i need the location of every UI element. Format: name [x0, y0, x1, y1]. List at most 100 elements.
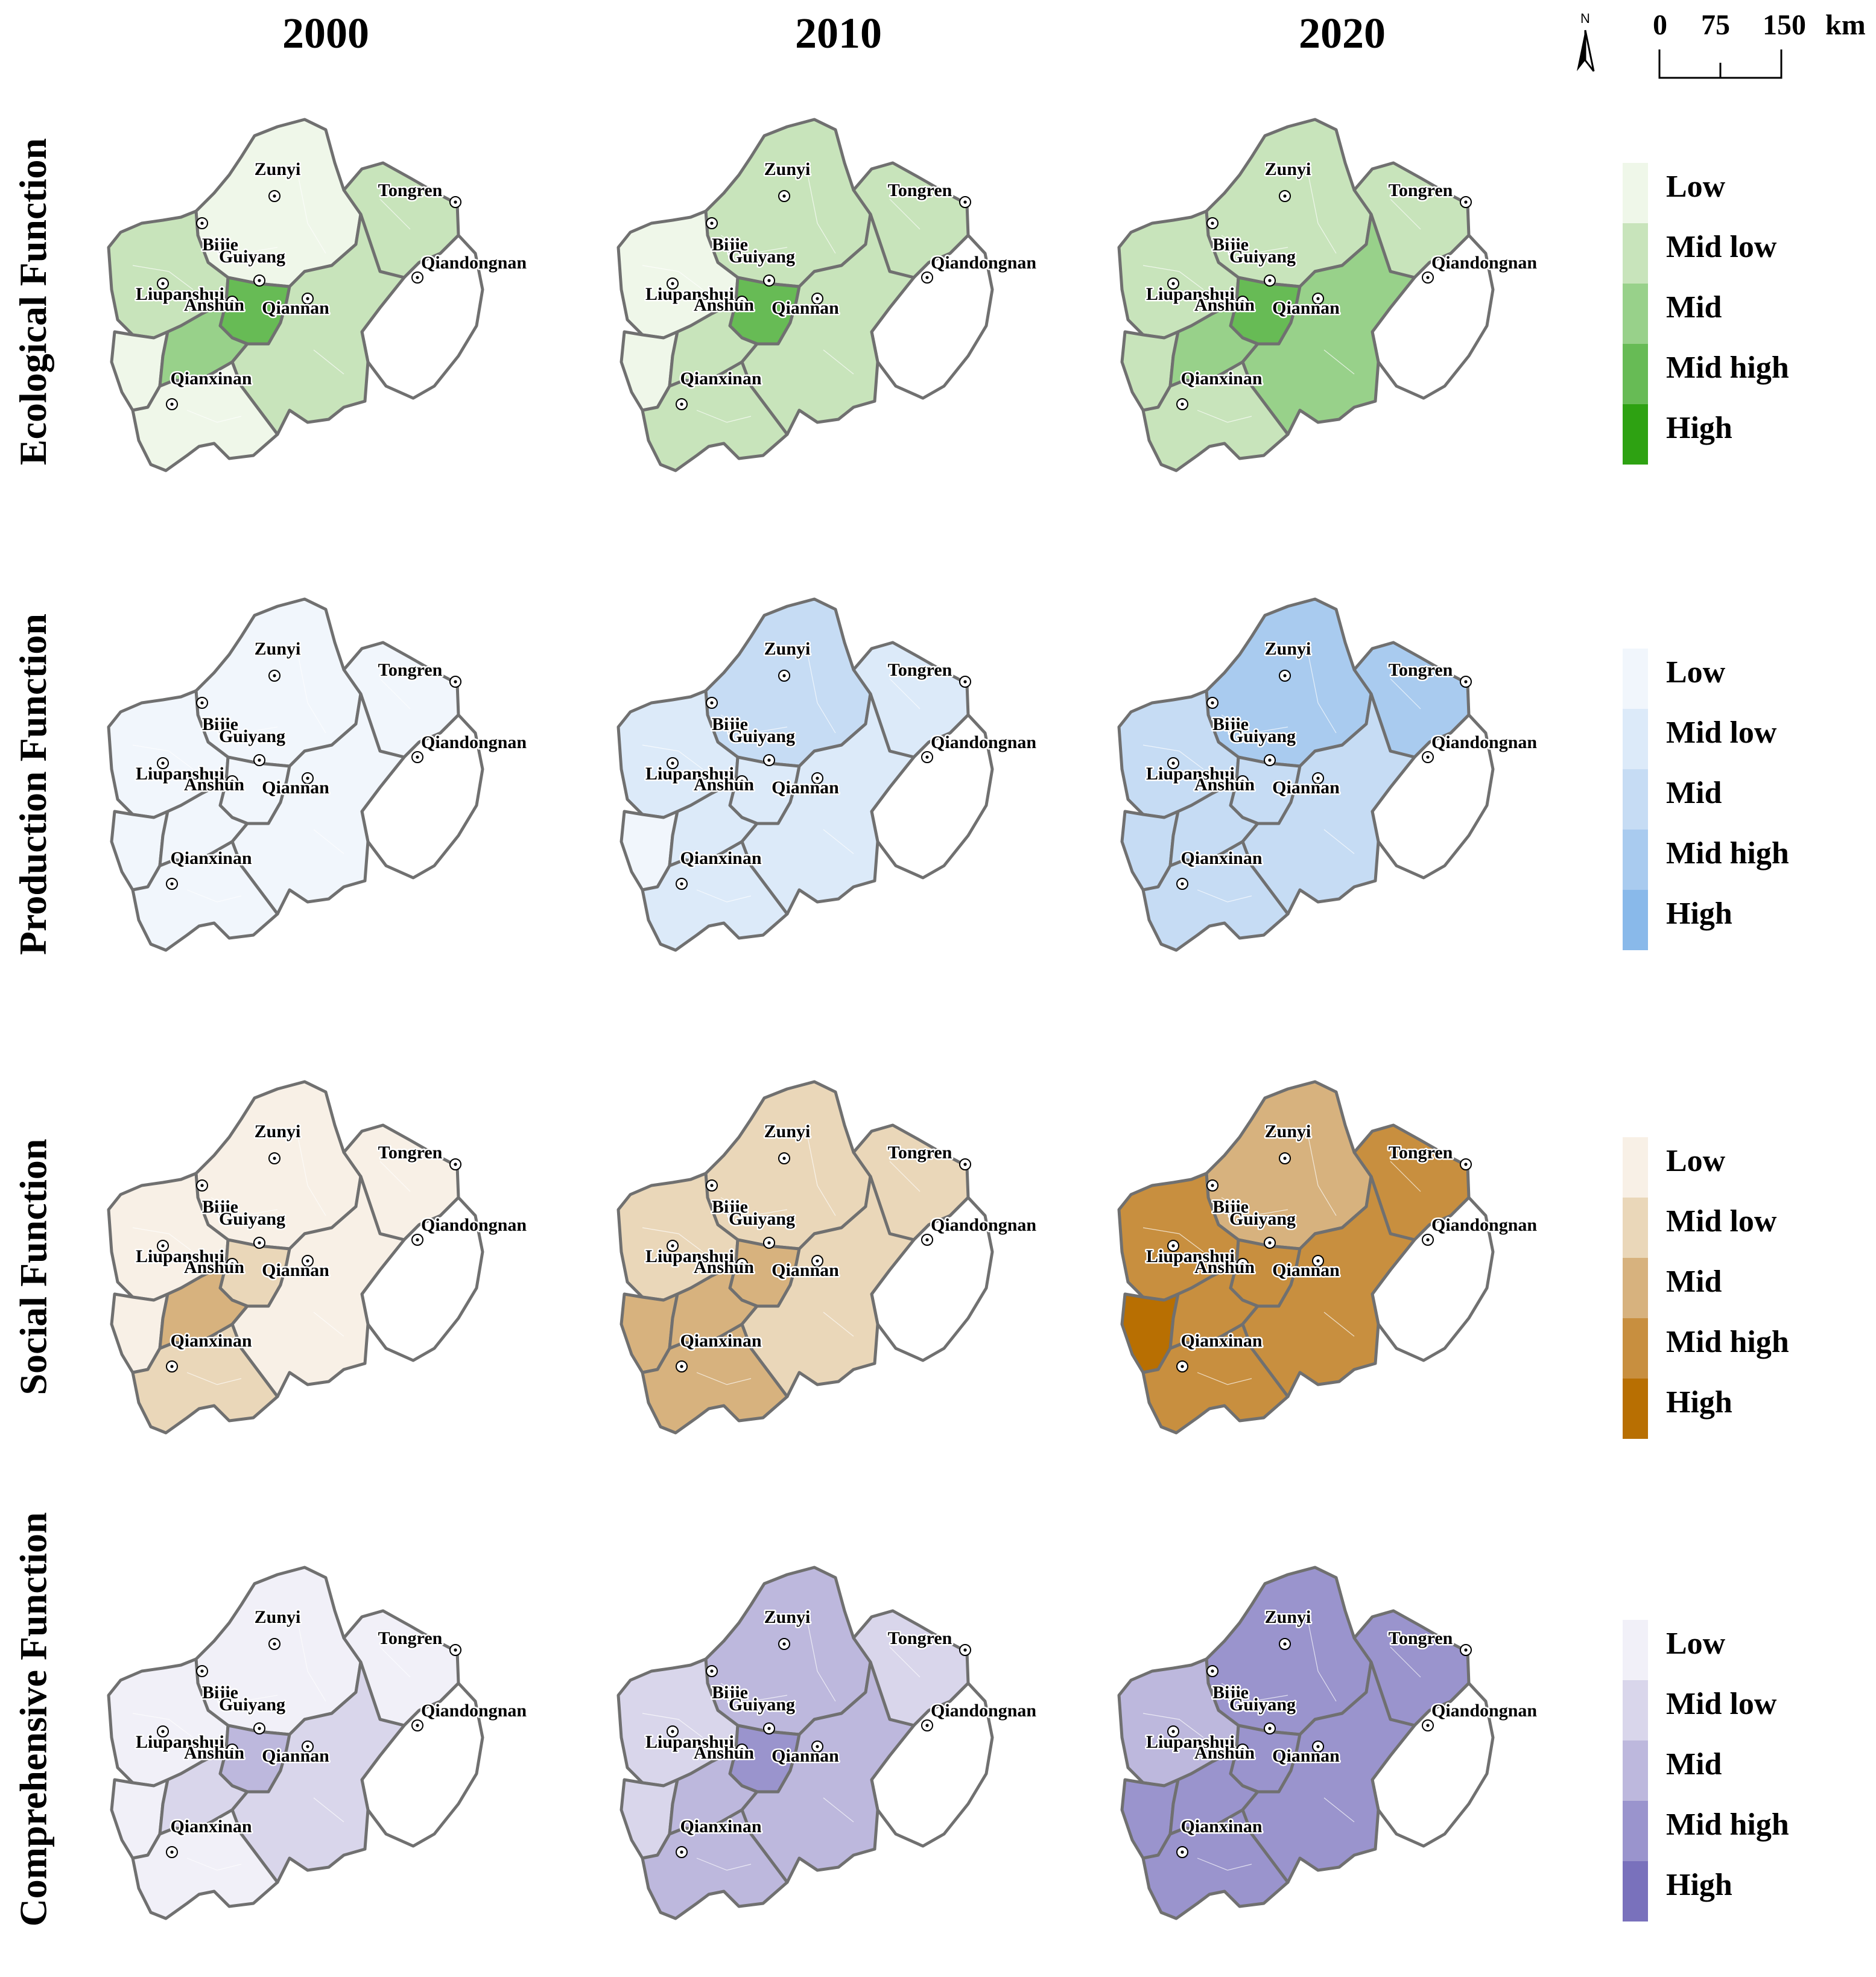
city-label: Tongren: [1389, 1628, 1453, 1648]
city-label: Guiyang: [1229, 247, 1296, 267]
legend-swatch: [1623, 1801, 1648, 1861]
city-label: Qianxinan: [1180, 1817, 1262, 1836]
city-label: Liupanshui: [136, 1732, 224, 1752]
legend-label: Mid high: [1666, 1807, 1789, 1842]
city-label: Tongren: [888, 180, 952, 200]
city-label: Guiyang: [729, 726, 795, 746]
city-label: Tongren: [378, 660, 443, 680]
city-label: Bijie: [712, 1197, 748, 1217]
city-label: Bijie: [712, 714, 748, 734]
city-label: Qiandongnan: [931, 253, 1036, 273]
city-label: Zunyi: [1265, 639, 1311, 659]
legend-swatch: [1623, 404, 1648, 465]
city-label: Zunyi: [764, 1607, 811, 1627]
legend-label: Mid: [1666, 1747, 1722, 1782]
legend-label: Mid high: [1666, 836, 1789, 871]
city-label: Qiandongnan: [1431, 732, 1537, 752]
region-qianxinan: [1141, 1808, 1290, 1920]
city-label: Tongren: [888, 1143, 952, 1163]
map-prod-2000: Zunyi Tongren Bijie Guiyang Qiandongnan Liupa…: [54, 552, 537, 962]
city-label: Qianxinan: [680, 369, 761, 389]
city-label: Anshun: [184, 1743, 244, 1763]
region-qianxinan: [131, 360, 279, 472]
year-title: 2020: [1299, 9, 1386, 57]
city-label: Liupanshui: [645, 1732, 734, 1752]
city-label: Liupanshui: [136, 1246, 224, 1266]
city-label: Guiyang: [729, 247, 795, 267]
city-label: Liupanshui: [1146, 284, 1235, 304]
city-label: Anshun: [1194, 775, 1255, 795]
legend-label: Low: [1666, 1626, 1726, 1661]
map-comp-2010: Zunyi Tongren Bijie Guiyang Qiandongnan Liupa…: [564, 1520, 1047, 1931]
map-soc-2010: Zunyi Tongren Bijie Guiyang Qiandongnan Liupa…: [564, 1035, 1047, 1445]
city-label: Anshun: [184, 775, 244, 795]
map-eco-2020: Zunyi Tongren Bijie Guiyang Qiandongnan Liupa…: [1065, 72, 1547, 483]
city-label: Bijie: [1212, 235, 1249, 255]
legend-swatch: [1623, 1861, 1648, 1921]
legend-swatch: [1623, 1741, 1648, 1801]
city-label: Qianxinan: [170, 1331, 252, 1351]
legend-label: High: [1666, 896, 1732, 931]
region-qianxinan: [131, 1808, 279, 1920]
city-label: Tongren: [378, 1628, 443, 1648]
legend-swatch: [1623, 344, 1648, 404]
city-label: Zunyi: [764, 639, 811, 659]
city-label: Qiandongnan: [931, 732, 1036, 752]
legend-swatch: [1623, 1258, 1648, 1318]
city-label: Qiandongnan: [421, 1215, 527, 1235]
legend-swatch: [1623, 769, 1648, 830]
year-title: 2000: [282, 9, 369, 57]
legend-swatch: [1623, 709, 1648, 769]
city-label: Tongren: [888, 660, 952, 680]
city-label: Tongren: [888, 1628, 952, 1648]
city-label: Qianxinan: [1180, 1331, 1262, 1351]
city-label: Qiandongnan: [421, 732, 527, 752]
city-label: Guiyang: [219, 247, 285, 267]
city-label: Liupanshui: [1146, 1732, 1235, 1752]
city-label: Tongren: [1389, 660, 1453, 680]
city-label: Qiannan: [1272, 1746, 1340, 1766]
city-label: Qiandongnan: [931, 1701, 1036, 1721]
city-label: Qiannan: [1272, 1260, 1340, 1280]
region-qianxinan: [641, 1808, 789, 1920]
city-label: Zunyi: [1265, 1122, 1311, 1141]
city-label: Bijie: [1212, 1683, 1249, 1703]
city-label: Qiandongnan: [1431, 1215, 1537, 1235]
city-label: Qiannan: [262, 1746, 329, 1766]
city-label: Qianxinan: [1180, 369, 1262, 389]
city-label: Tongren: [1389, 1143, 1453, 1163]
city-label: Qianxinan: [680, 1817, 761, 1836]
city-label: Qianxinan: [680, 848, 761, 868]
city-label: Zunyi: [764, 1122, 811, 1141]
legend-label: Mid low: [1666, 1687, 1777, 1721]
legend-label: Mid: [1666, 290, 1722, 325]
map-comp-2020: Zunyi Tongren Bijie Guiyang Qiandongnan Liupa…: [1065, 1520, 1547, 1931]
city-label: Qianxinan: [1180, 848, 1262, 868]
city-label: Qiandongnan: [1431, 253, 1537, 273]
legend-label: Mid: [1666, 776, 1722, 810]
city-label: Liupanshui: [645, 284, 734, 304]
scale-tick-label: 75: [1701, 9, 1730, 41]
city-label: Qiandongnan: [1431, 1701, 1537, 1721]
city-label: Qiandongnan: [931, 1215, 1036, 1235]
legend-label: High: [1666, 1385, 1732, 1420]
region-qianxinan: [641, 1322, 789, 1435]
city-label: Qiannan: [262, 778, 329, 798]
legend-label: Low: [1666, 655, 1726, 690]
city-label: Zunyi: [255, 639, 301, 659]
map-soc-2000: Zunyi Tongren Bijie Guiyang Qiandongnan Liupa…: [54, 1035, 537, 1445]
city-label: Bijie: [202, 235, 238, 255]
city-label: Qianxinan: [170, 1817, 252, 1836]
legend-swatch: [1623, 1137, 1648, 1198]
city-label: Zunyi: [1265, 159, 1311, 179]
city-label: Zunyi: [255, 1122, 301, 1141]
legend-label: High: [1666, 411, 1732, 445]
city-label: Bijie: [202, 1197, 238, 1217]
legend-swatch: [1623, 1379, 1648, 1439]
city-label: Bijie: [1212, 1197, 1249, 1217]
city-label: Anshun: [1194, 1257, 1255, 1277]
city-label: Zunyi: [255, 1607, 301, 1627]
city-label: Anshun: [184, 1257, 244, 1277]
city-label: Bijie: [202, 1683, 238, 1703]
city-label: Liupanshui: [136, 764, 224, 784]
